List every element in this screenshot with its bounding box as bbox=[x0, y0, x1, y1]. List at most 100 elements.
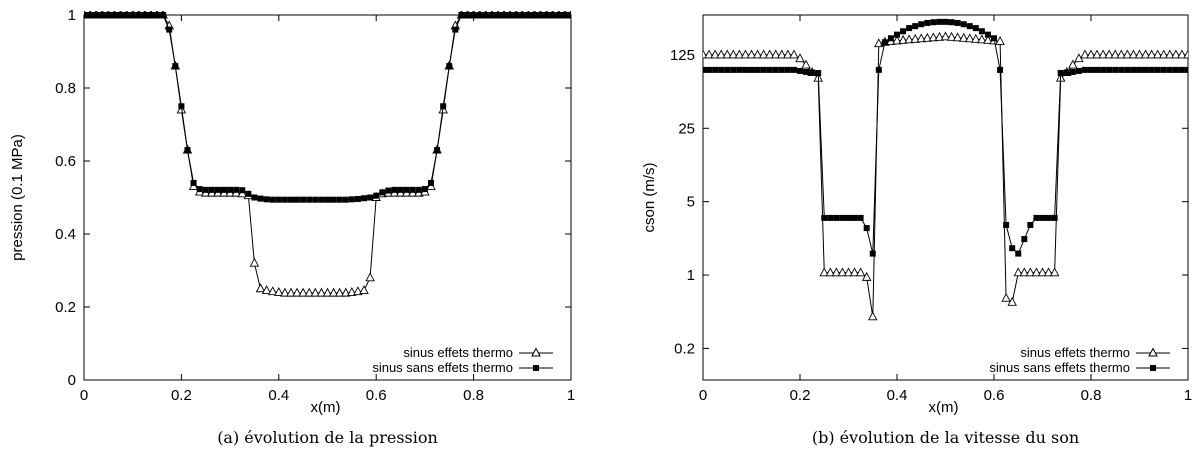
data-point-triangle bbox=[249, 257, 260, 267]
data-point-square bbox=[409, 186, 416, 193]
data-point-square bbox=[221, 186, 228, 193]
data-point-square bbox=[784, 66, 791, 73]
data-point-square bbox=[239, 187, 246, 194]
data-point-square bbox=[196, 186, 203, 193]
data-point-square bbox=[1130, 66, 1137, 73]
data-point-square bbox=[117, 12, 124, 18]
data-point-square bbox=[488, 12, 495, 18]
data-point-square bbox=[160, 12, 167, 18]
data-point-square bbox=[1094, 66, 1101, 73]
data-point-square bbox=[1045, 214, 1052, 221]
chart-a: 0 0.2 0.4 0.6 0.8 1 0 0.2 0.4 0.6 0.8 1 x(m) pression… bbox=[9, 7, 575, 447]
data-point-square bbox=[549, 12, 556, 18]
data-point-square bbox=[712, 66, 719, 73]
data-point-triangle bbox=[764, 49, 775, 59]
data-point-square bbox=[507, 12, 514, 18]
data-point-triangle bbox=[316, 287, 327, 297]
x-axis-label: x(m) bbox=[311, 399, 341, 416]
data-point-square bbox=[906, 25, 913, 32]
chart-b: 0 0.2 0.4 0.6 0.8 1 0.2 1 5 25 125 x(m) cson (m/s) (b… bbox=[641, 14, 1192, 447]
y-tick-label: 125 bbox=[670, 47, 695, 64]
data-point-square bbox=[458, 12, 465, 18]
data-point-square bbox=[881, 39, 888, 46]
data-point-square bbox=[452, 26, 459, 33]
data-point-square bbox=[936, 18, 943, 25]
data-point-square bbox=[93, 12, 100, 18]
data-point-triangle bbox=[1031, 267, 1042, 277]
data-point-triangle bbox=[801, 59, 811, 69]
data-point-square bbox=[863, 225, 870, 232]
data-point-triangle bbox=[1116, 49, 1127, 59]
y-tick-label: 0.6 bbox=[55, 153, 76, 170]
data-point-square bbox=[766, 66, 773, 73]
data-point-square bbox=[1142, 66, 1149, 73]
data-point-square bbox=[918, 21, 925, 28]
data-point-triangle bbox=[1019, 267, 1030, 277]
data-point-triangle bbox=[722, 49, 732, 59]
data-point-triangle bbox=[795, 53, 805, 63]
data-point-triangle bbox=[1086, 49, 1096, 59]
data-point-square bbox=[434, 147, 441, 154]
data-point-square bbox=[845, 214, 852, 221]
data-point-triangle bbox=[1013, 267, 1023, 277]
x-tick-label: 0 bbox=[699, 387, 707, 404]
data-point-square bbox=[379, 189, 386, 196]
data-point-triangle bbox=[825, 267, 836, 277]
data-point-square bbox=[330, 196, 337, 203]
data-point-square bbox=[336, 196, 343, 203]
data-point-square bbox=[1112, 66, 1119, 73]
x-axis-label: x(m) bbox=[929, 399, 959, 416]
legend-label: sinus sans effets thermo bbox=[372, 360, 513, 375]
data-point-square bbox=[1039, 214, 1046, 221]
data-point-square bbox=[245, 190, 252, 197]
data-point-triangle bbox=[771, 49, 781, 59]
data-point-square bbox=[1166, 66, 1173, 73]
data-point-square bbox=[1009, 245, 1016, 252]
y-tick-label: 1 bbox=[68, 7, 76, 24]
legend-label: sinus effets thermo bbox=[403, 345, 513, 360]
data-point-square bbox=[1178, 66, 1185, 73]
y-tick-label: 1 bbox=[687, 267, 695, 284]
data-point-square bbox=[815, 70, 822, 77]
data-point-triangle bbox=[1025, 267, 1036, 277]
y-tick-label: 0.2 bbox=[674, 340, 695, 357]
data-point-square bbox=[1148, 66, 1155, 73]
data-point-triangle bbox=[995, 35, 1005, 45]
series-line bbox=[84, 14, 571, 201]
data-point-triangle bbox=[971, 33, 981, 43]
data-point-square bbox=[851, 214, 858, 221]
data-point-square bbox=[706, 66, 713, 73]
plot-frame bbox=[83, 14, 572, 381]
data-point-square bbox=[833, 214, 840, 221]
data-point-triangle bbox=[1171, 49, 1181, 59]
x-tick-label: 0.4 bbox=[268, 387, 289, 404]
data-point-square bbox=[312, 196, 319, 203]
data-point-square bbox=[397, 186, 404, 193]
data-point-triangle bbox=[261, 285, 272, 295]
data-point-triangle bbox=[304, 287, 314, 297]
data-point-triangle bbox=[310, 287, 321, 297]
data-point-square bbox=[348, 196, 355, 203]
data-point-square bbox=[251, 194, 258, 201]
data-point-square bbox=[561, 12, 568, 18]
y-tick-label: 5 bbox=[687, 194, 695, 211]
data-point-triangle bbox=[734, 49, 745, 59]
data-point-square bbox=[440, 103, 447, 110]
data-point-square bbox=[742, 66, 749, 73]
data-point-triangle bbox=[1068, 59, 1078, 69]
data-point-square bbox=[1172, 66, 1179, 73]
data-point-square bbox=[748, 66, 755, 73]
data-point-square bbox=[1003, 221, 1010, 228]
data-point-square bbox=[342, 196, 349, 203]
data-point-square bbox=[1088, 66, 1094, 73]
data-point-square bbox=[839, 214, 846, 221]
data-point-triangle bbox=[740, 49, 751, 59]
data-point-square bbox=[790, 66, 797, 73]
data-point-square bbox=[513, 12, 520, 18]
data-point-square bbox=[385, 187, 392, 194]
data-point-triangle bbox=[334, 287, 345, 297]
data-point-square bbox=[857, 214, 864, 221]
data-point-square bbox=[263, 196, 270, 203]
data-point-square bbox=[724, 66, 731, 73]
series-triangle bbox=[84, 11, 571, 297]
